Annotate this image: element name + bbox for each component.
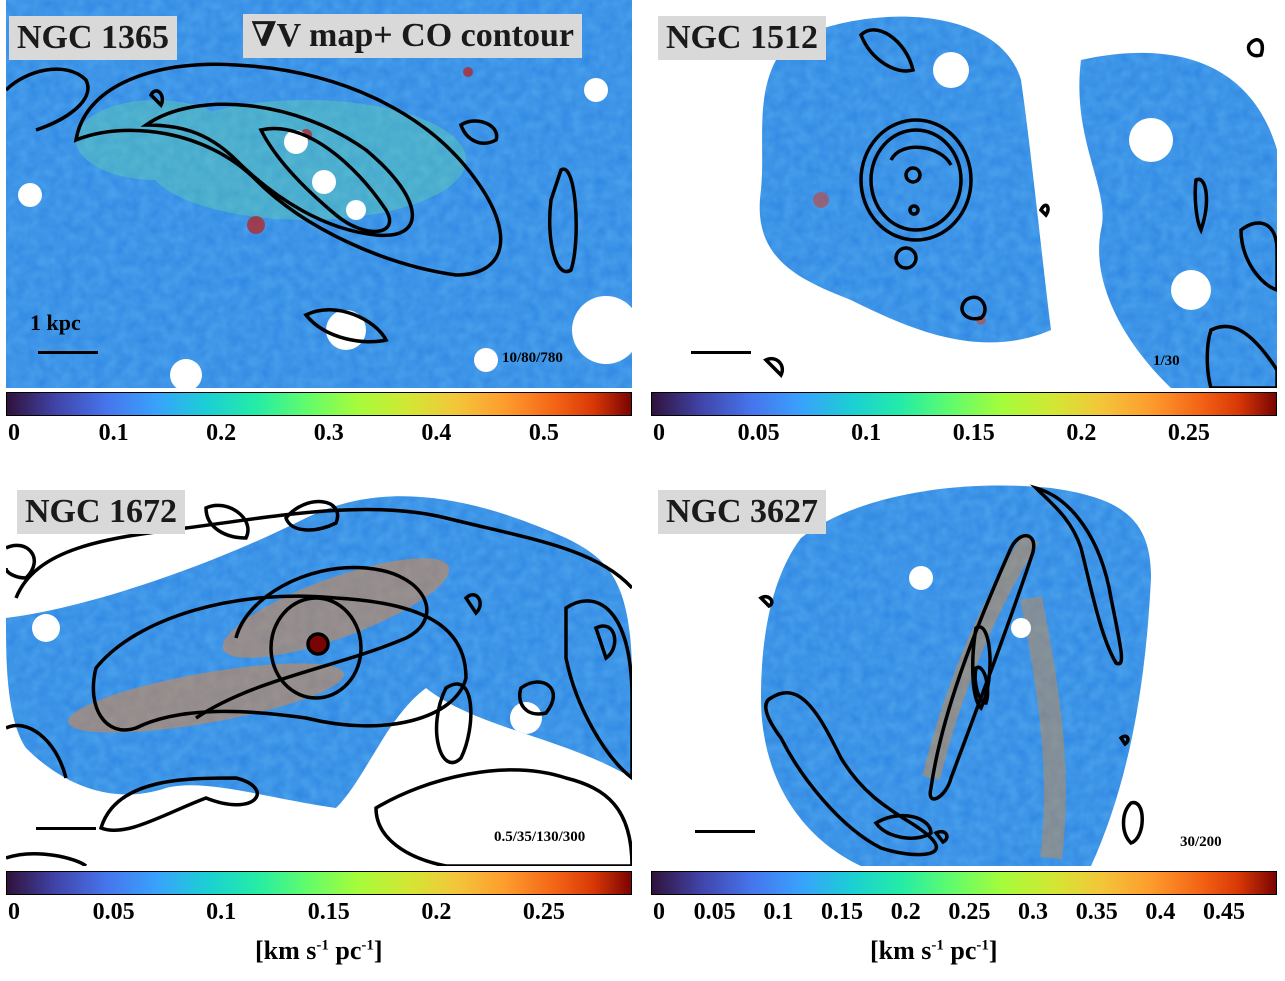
scale-bar [38, 351, 98, 354]
colorbar-tick-label: 0 [8, 420, 20, 446]
colorbar-tick-label: 0.5 [528, 420, 559, 446]
colorbar [651, 871, 1277, 895]
contour-levels: 1/30 [1153, 353, 1180, 369]
colorbar-tick-label: 0.15 [952, 420, 995, 446]
colorbar-tick-label: 0.2 [1066, 420, 1097, 446]
colorbar-tick-label: 0.3 [1018, 899, 1049, 925]
colorbar-tick-label: 0.05 [693, 899, 736, 925]
colorbar-tick-label: 0.25 [1167, 420, 1210, 446]
panel-ngc1672: NGC 1672 0.5/35/130/300 0 0.05 0.1 0.15 0.2 0… [0, 478, 640, 981]
scale-label: 1 kpc [30, 310, 81, 335]
colorbar [651, 392, 1277, 416]
colorbar-tick-label: 0.2 [206, 420, 237, 446]
colorbar-ticks: 0 0.05 0.1 0.15 0.2 0.25 0.3 0.35 0.4 0.45 [651, 871, 1275, 941]
figure-title: ∇V map+ CO contour [243, 14, 582, 58]
colorbar-tick-label: 0.3 [313, 420, 344, 446]
colorbar-tick-label: 0.35 [1075, 899, 1118, 925]
colorbar-tick-label: 0.1 [763, 899, 794, 925]
colorbar [6, 392, 632, 416]
galaxy-label: NGC 1672 [17, 490, 186, 534]
colorbar-tick-label: 0.05 [737, 420, 780, 446]
colorbar-tick-label: 0.15 [307, 899, 350, 925]
colorbar-tick-label: 0.15 [821, 899, 864, 925]
gradient-map-ngc1512 [651, 0, 1277, 388]
galaxy-label: NGC 1512 [658, 16, 827, 60]
scale-bar [695, 830, 755, 833]
contour-levels: 10/80/780 [502, 350, 563, 366]
colorbar-tick-label: 0.1 [851, 420, 882, 446]
colorbar-tick-label: 0.45 [1203, 899, 1246, 925]
gradient-map-ngc1365 [6, 0, 632, 388]
colorbar-tick-label: 0.4 [421, 420, 452, 446]
colorbar-ticks: 0 0.05 0.1 0.15 0.2 0.25 [651, 392, 1275, 462]
colorbar-tick-label: 0 [653, 420, 665, 446]
contour-levels: 30/200 [1180, 834, 1222, 850]
panel-ngc1365: NGC 1365 ∇V map+ CO contour 1 kpc 10/80/… [0, 0, 640, 470]
colorbar-tick-label: 0.25 [522, 899, 565, 925]
colorbar [6, 871, 632, 895]
colorbar-tick-label: 0.1 [98, 420, 129, 446]
colorbar-tick-label: 0.2 [421, 899, 452, 925]
gradient-map-ngc1672 [6, 478, 632, 866]
panel-ngc1512: NGC 1512 1/30 0 0.05 0.1 0.15 0.2 0.25 [645, 0, 1285, 470]
colorbar-tick-label: 0.25 [948, 899, 991, 925]
colorbar-tick-label: 0.4 [1145, 899, 1176, 925]
colorbar-tick-label: 0.05 [92, 899, 135, 925]
scale-bar [36, 827, 96, 830]
scale-bar [691, 351, 751, 354]
colorbar-tick-label: 0.1 [206, 899, 237, 925]
colorbar-unit: [km s-1 pc-1] [870, 936, 998, 965]
colorbar-ticks: 0 0.05 0.1 0.15 0.2 0.25 [6, 871, 630, 941]
galaxy-label: NGC 3627 [658, 490, 827, 534]
colorbar-tick-label: 0 [8, 899, 20, 925]
galaxy-label: NGC 1365 [9, 16, 178, 60]
contour-levels: 0.5/35/130/300 [494, 829, 586, 845]
gradient-map-ngc3627 [651, 478, 1277, 866]
colorbar-unit: [km s-1 pc-1] [255, 936, 383, 965]
colorbar-ticks: 0 0.1 0.2 0.3 0.4 0.5 [6, 392, 630, 462]
panel-ngc3627: NGC 3627 30/200 0 0.05 0.1 0.15 0.2 0.25 0.3 0.… [645, 478, 1285, 981]
colorbar-tick-label: 0.2 [890, 899, 921, 925]
colorbar-tick-label: 0 [653, 899, 665, 925]
